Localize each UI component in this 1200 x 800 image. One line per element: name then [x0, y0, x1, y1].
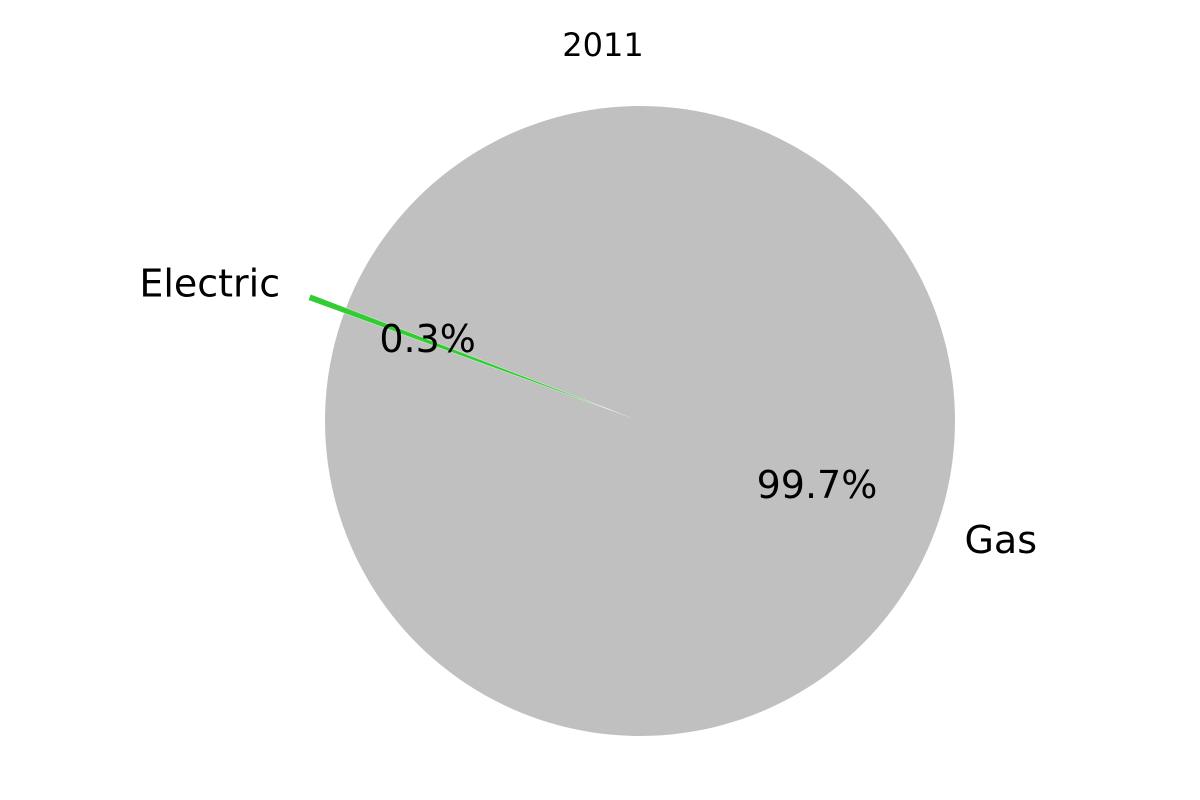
- label-electric: Electric: [139, 262, 280, 306]
- label-gas: Gas: [964, 518, 1037, 562]
- slice-gas: [324, 106, 955, 737]
- pie-labels: Gas 99.7% Electric 0.3%: [139, 262, 1037, 562]
- pie-slices: [308, 106, 955, 737]
- chart-title: 2011: [562, 26, 643, 64]
- percent-label-gas: 99.7%: [757, 463, 878, 507]
- slice-electric: [308, 294, 605, 408]
- percent-label-electric: 0.3%: [379, 317, 476, 361]
